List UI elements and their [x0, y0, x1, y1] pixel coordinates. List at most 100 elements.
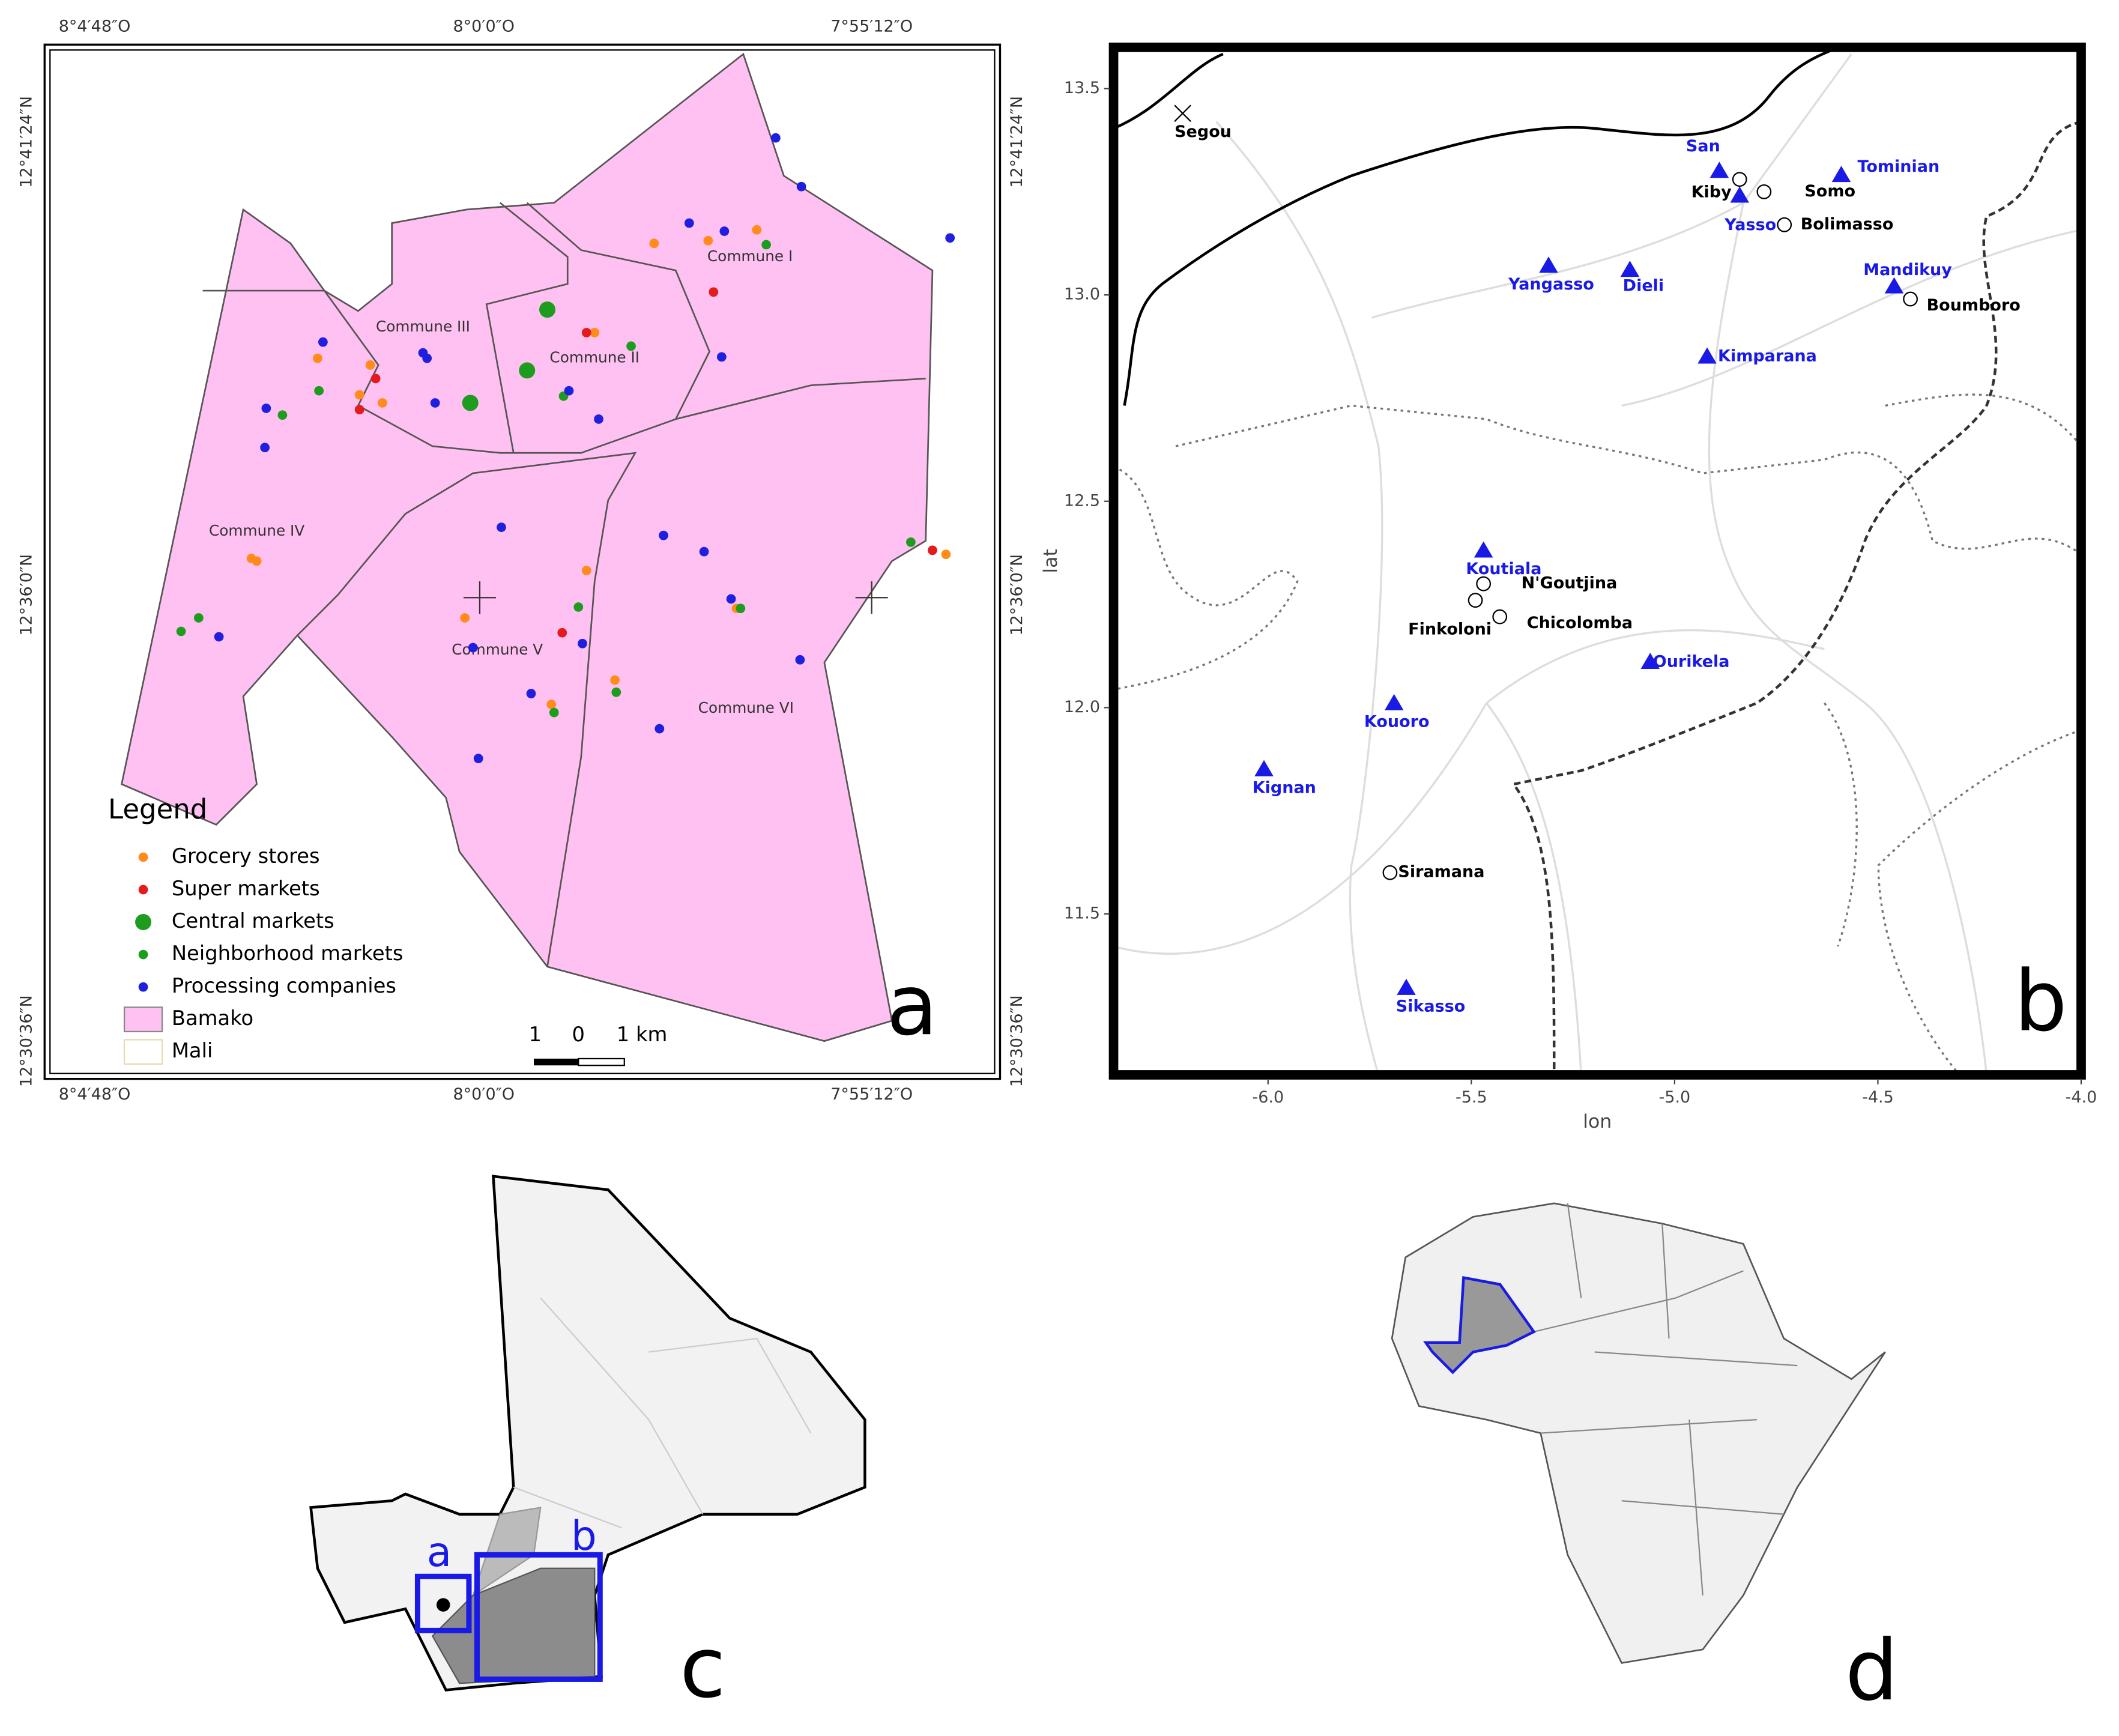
panel-a: 8°4′48″O 8°4′48″O 8°0′0″O 8°0′0″O 7°55′12″O 7…: [17, 17, 1027, 1104]
scale-bar: [534, 1058, 579, 1066]
y-tick-label: 12.5: [1064, 491, 1100, 510]
city-label: Segou: [1174, 122, 1232, 141]
station-marker: [1697, 347, 1717, 364]
legend-swatch: [138, 852, 148, 862]
village-label: Bolimasso: [1801, 215, 1894, 234]
poi-dot: [318, 337, 328, 347]
station-label: Mandikuy: [1863, 261, 1952, 279]
y-tick-label: 12°30′36″N: [17, 995, 36, 1087]
village-marker: [1476, 576, 1492, 591]
poi-dot: [354, 405, 364, 415]
poi-dot: [261, 404, 271, 413]
legend-swatch: [123, 1039, 163, 1065]
x-tick-label: -4.5: [1862, 1088, 1894, 1107]
poi-dot: [699, 546, 709, 557]
poi-dot: [277, 410, 288, 420]
poi-dot: [594, 414, 603, 424]
x-tick-label: -6.0: [1252, 1088, 1284, 1107]
poi-dot: [539, 301, 556, 318]
mali-outline: [309, 1175, 866, 1692]
y-tick-label: 12.0: [1064, 698, 1100, 716]
frame-a-inner: [49, 49, 996, 1074]
y-tick-label: 12°30′36″N: [1008, 995, 1026, 1087]
poi-dot: [422, 353, 432, 363]
poi-dot: [906, 537, 916, 547]
x-tick-label: 8°4′48″O: [59, 17, 131, 36]
commune-label: Commune I: [707, 247, 793, 265]
poi-dot: [736, 603, 746, 614]
poi-dot: [365, 360, 375, 370]
roads: [1113, 53, 2082, 1075]
panel-b-content: -6.0 -5.5 -5.0 -4.5 -4.0 11.5 12.0 12.5 13.0 13.5…: [1040, 79, 2097, 1133]
y-tick-label: 12°41′24″N: [1008, 96, 1026, 188]
commune-label: Commune IV: [209, 522, 304, 539]
mali-highlight: [1423, 1276, 1536, 1375]
legend-label: Grocery stores: [172, 844, 320, 868]
poi-dot: [460, 613, 470, 623]
frame-b-bg: [1113, 47, 2081, 1075]
village-label: Chicolomba: [1527, 614, 1633, 632]
y-tick-label: 11.5: [1064, 904, 1100, 922]
poi-dot: [313, 353, 322, 363]
legend-title: Legend: [108, 793, 207, 825]
commune-label: Commune III: [376, 318, 470, 335]
poi-dot: [546, 700, 557, 709]
poi-dot: [709, 287, 719, 297]
village-label: Kiby: [1691, 183, 1732, 202]
poi-dot: [649, 238, 659, 249]
poi-dot: [462, 395, 479, 411]
village-label: Boumboro: [1927, 296, 2021, 315]
poi-dot: [578, 638, 587, 649]
box-label: b: [571, 1512, 597, 1559]
poi-dot: [260, 443, 270, 453]
y-tick-label: 12°36′0″N: [1008, 554, 1026, 636]
mali-regions: [513, 1297, 812, 1529]
village-label: Siramana: [1398, 863, 1484, 882]
station-marker: [1831, 166, 1851, 183]
poi-dot: [684, 218, 694, 228]
station-marker: [1397, 978, 1416, 995]
station-label: San: [1686, 137, 1720, 156]
commune-label: Commune VI: [698, 699, 794, 716]
poi-dot: [549, 707, 559, 718]
poi-dot: [581, 566, 591, 576]
poi-dot: [703, 235, 713, 246]
legend-label: Mali: [172, 1039, 213, 1062]
panel-c: a b c: [309, 1175, 866, 1717]
poi-dot: [611, 687, 621, 697]
station-label: Koutiala: [1466, 560, 1541, 578]
x-tick-label: -5.5: [1455, 1088, 1487, 1107]
poi-dot: [526, 689, 536, 698]
x-tick-label: -5.0: [1659, 1088, 1691, 1107]
poi-dot: [716, 352, 727, 362]
scale-label: 0: [572, 1023, 585, 1046]
panel-letter: d: [1845, 1621, 1899, 1719]
station-label: Yangasso: [1508, 275, 1594, 294]
y-tick-label: 13.5: [1064, 79, 1100, 97]
station-marker: [1474, 541, 1493, 558]
village-marker: [1492, 609, 1508, 625]
commune-label: Commune II: [549, 349, 639, 366]
poi-dot: [610, 675, 620, 685]
x-tick-label: -4.0: [2066, 1088, 2097, 1107]
poi-dot: [941, 549, 951, 560]
country-border: [1511, 120, 2082, 1075]
river: [1113, 46, 1839, 406]
station-label: Yasso: [1724, 216, 1776, 234]
bamako-dot: [436, 1598, 450, 1612]
village-marker: [1732, 172, 1747, 187]
station-marker: [1709, 162, 1729, 178]
poi-dot: [761, 240, 771, 250]
africa: [1391, 1202, 1886, 1664]
poi-dot: [659, 530, 668, 540]
poi-dot: [626, 341, 636, 351]
y-axis-label: lat: [1040, 549, 1062, 573]
admin-borders: [1113, 393, 2082, 1076]
city-marker: [1174, 104, 1191, 122]
panel-letter: c: [680, 1618, 726, 1716]
y-tick-label: 13.0: [1064, 285, 1100, 304]
scale-label: 1 km: [617, 1023, 668, 1046]
station-label: Tominian: [1858, 157, 1940, 176]
village-marker: [1468, 593, 1483, 608]
poi-dot: [378, 398, 387, 408]
